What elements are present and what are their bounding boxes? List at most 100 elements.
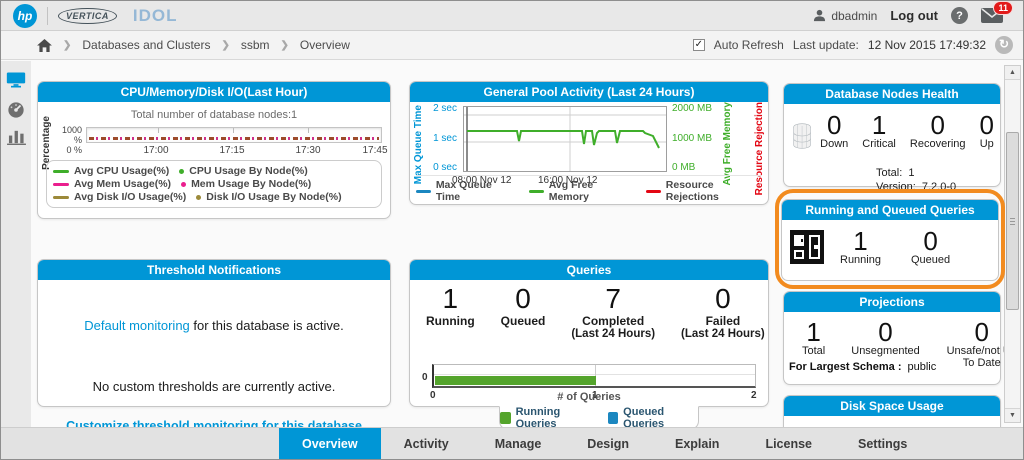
sidebar-item-overview[interactable] xyxy=(1,67,31,93)
nodes-total-label: Total: xyxy=(876,167,903,179)
pool-left-axis-label: Max Queue Time xyxy=(413,105,424,185)
cpu-legend: Avg CPU Usage(%) CPU Usage By Node(%) Av… xyxy=(46,160,382,208)
legend-swatch xyxy=(181,181,187,187)
help-icon[interactable]: ? xyxy=(951,7,968,24)
divider xyxy=(47,6,48,25)
home-icon[interactable] xyxy=(37,38,52,52)
breadcrumb-ssbm[interactable]: ssbm xyxy=(240,38,270,52)
queries-failed-stat: 0 Failed (Last 24 Hours) xyxy=(681,283,765,341)
pool-xtick: 16:00 Nov 12 xyxy=(538,175,598,186)
legend-label: Mem Usage By Node(%) xyxy=(191,178,312,190)
queries-bar-xtick: 2 xyxy=(751,390,757,401)
tab-manage[interactable]: Manage xyxy=(494,436,542,451)
tick-mark xyxy=(307,128,309,133)
stat-value: 7 xyxy=(605,283,621,314)
customize-threshold-link-text[interactable]: Customize threshold monitoring for this … xyxy=(66,419,362,427)
scroll-down-button[interactable]: ▼ xyxy=(1005,408,1020,422)
stat-label: Queued xyxy=(500,314,546,328)
threshold-line2-text: No custom thresholds are currently activ… xyxy=(92,379,336,394)
legend-swatch xyxy=(607,412,619,424)
nodes-total-value: 1 xyxy=(908,167,915,179)
tab-overview[interactable]: Overview xyxy=(279,428,381,459)
chevron-icon: ❯ xyxy=(63,39,72,51)
running-queries-bar xyxy=(435,375,596,385)
cpu-memory-disk-panel: CPU/Memory/Disk I/O(Last Hour) Percentag… xyxy=(37,81,391,219)
breadcrumb-databases[interactable]: Databases and Clusters xyxy=(82,38,211,52)
pool-left-tick: 2 sec xyxy=(433,103,457,114)
pool-activity-chart xyxy=(463,106,667,172)
stat-label: Down xyxy=(820,138,849,150)
legend-swatch xyxy=(416,189,431,193)
stat-value: 0 xyxy=(878,317,893,347)
stat-label: Up xyxy=(979,138,994,150)
scroll-up-button[interactable]: ▲ xyxy=(1005,66,1020,80)
gauge-icon xyxy=(8,102,24,118)
legend-swatch xyxy=(53,169,69,173)
refresh-icon[interactable]: ↻ xyxy=(995,36,1013,54)
proj-unsegmented-stat: 0 Unsegmented xyxy=(851,319,920,369)
stat-value: 0 xyxy=(715,283,731,314)
queries-legend: Running Queries Queued Queries xyxy=(499,406,699,427)
cpu-xtick: 17:15 xyxy=(219,145,245,156)
cpu-xtick: 17:30 xyxy=(295,145,321,156)
scrollbar-grip xyxy=(1010,218,1015,225)
pool-right-axis-label: Avg Free Memory xyxy=(722,102,733,186)
cpu-node-count-note: Total number of database nodes:1 xyxy=(130,109,298,121)
cpu-usage-chart xyxy=(86,127,382,143)
stat-value: 0 xyxy=(826,110,842,140)
auto-refresh-checkbox[interactable]: ✓ xyxy=(692,39,705,51)
stat-label: Running xyxy=(426,314,475,328)
customize-threshold-link[interactable]: Customize threshold monitoring for this … xyxy=(37,419,391,427)
tab-activity[interactable]: Activity xyxy=(403,436,449,451)
user-chip: dbadmin xyxy=(813,9,877,23)
cpu-usage-series-line xyxy=(89,137,379,140)
dashboard-content: CPU/Memory/Disk I/O(Last Hour) Percentag… xyxy=(31,61,1023,427)
tab-design[interactable]: Design xyxy=(587,436,629,451)
scrollbar-thumb[interactable] xyxy=(1006,132,1019,310)
projections-footer: For Largest Schema : public xyxy=(789,361,936,373)
nodes-critical-stat: 1 Critical xyxy=(862,112,896,160)
panel-title: Queries xyxy=(410,260,768,280)
sidebar-item-charts[interactable] xyxy=(1,123,31,149)
queries-bar-xtick: 1 xyxy=(592,390,598,401)
stat-value: 1 xyxy=(853,226,868,256)
panel-title: CPU/Memory/Disk I/O(Last Hour) xyxy=(38,82,390,102)
default-monitoring-link[interactable]: Default monitoring xyxy=(84,318,190,333)
stat-value: 0 xyxy=(979,110,994,140)
legend-label: Avg CPU Usage(%) xyxy=(74,165,170,177)
stat-value: 1 xyxy=(806,317,821,347)
stat-value: 0 xyxy=(515,283,531,314)
legend-swatch xyxy=(196,194,202,200)
avg-free-memory-series xyxy=(467,130,660,149)
legend-label: Avg Mem Usage(%) xyxy=(74,178,172,190)
cpu-xtick: 17:45 xyxy=(362,145,388,156)
sidebar-item-performance[interactable] xyxy=(1,97,31,123)
disk-space-usage-panel: Disk Space Usage xyxy=(783,395,1001,427)
left-sidebar xyxy=(1,61,31,427)
panel-title: General Pool Activity (Last 24 Hours) xyxy=(410,82,768,102)
vertical-scrollbar[interactable]: ▲ ▼ xyxy=(1004,65,1021,423)
tab-settings[interactable]: Settings xyxy=(858,436,908,451)
legend-label: Resource Rejections xyxy=(665,179,719,203)
chevron-icon: ❯ xyxy=(280,39,289,51)
threshold-notifications-panel: Threshold Notifications Default monitori… xyxy=(37,259,391,407)
queries-bar-xlabel: # of Queries xyxy=(557,391,621,403)
vertica-logo: VERTICA xyxy=(58,7,117,24)
database-nodes-health-panel: Database Nodes Health 0 Down 1 Criti xyxy=(783,83,1001,193)
logout-button[interactable]: Log out xyxy=(890,8,938,23)
largest-schema-value: public xyxy=(907,361,937,373)
messages-button[interactable]: 11 xyxy=(981,1,1013,23)
user-icon xyxy=(814,9,826,22)
running-queued-queries-panel: Running and Queued Queries 1 Running xyxy=(781,199,999,281)
cpu-xtick: 17:00 xyxy=(143,145,169,156)
stat-label: Unsafe/not Up To Date xyxy=(946,345,1017,369)
panel-title: Running and Queued Queries xyxy=(782,200,998,220)
tab-explain[interactable]: Explain xyxy=(674,436,720,451)
breadcrumb-bar: ❯ Databases and Clusters ❯ ssbm ❯ Overvi… xyxy=(1,31,1023,60)
top-bar: hp VERTICA IDOL dbadmin Log out ? 11 xyxy=(1,1,1023,31)
tab-license[interactable]: License xyxy=(765,436,813,451)
bar-chart-icon xyxy=(6,130,26,145)
last-update-value: 12 Nov 2015 17:49:32 xyxy=(867,38,986,52)
stat-sublabel: (Last 24 Hours) xyxy=(681,328,765,340)
